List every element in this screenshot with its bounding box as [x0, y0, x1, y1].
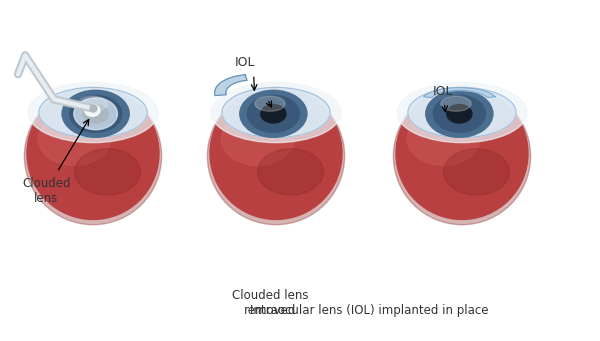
Ellipse shape [208, 87, 344, 225]
Ellipse shape [70, 95, 122, 132]
Ellipse shape [62, 90, 129, 137]
Ellipse shape [210, 87, 342, 220]
Ellipse shape [83, 105, 108, 123]
Ellipse shape [426, 90, 493, 137]
Ellipse shape [77, 96, 107, 111]
Ellipse shape [211, 83, 341, 143]
Ellipse shape [27, 87, 159, 220]
Ellipse shape [38, 113, 111, 165]
Ellipse shape [408, 87, 516, 138]
Ellipse shape [433, 95, 485, 132]
Ellipse shape [407, 113, 480, 165]
Ellipse shape [74, 98, 118, 130]
Ellipse shape [443, 149, 509, 195]
Text: Intraocular lens (IOL) implanted in place: Intraocular lens (IOL) implanted in plac… [250, 304, 488, 317]
Ellipse shape [394, 87, 530, 225]
Ellipse shape [257, 149, 323, 195]
Ellipse shape [261, 105, 286, 123]
Text: Clouded lens
removed: Clouded lens removed [232, 289, 308, 317]
Ellipse shape [221, 113, 294, 165]
Ellipse shape [447, 105, 472, 123]
Ellipse shape [255, 96, 285, 111]
Ellipse shape [240, 90, 307, 137]
Polygon shape [215, 75, 247, 95]
Ellipse shape [39, 87, 147, 138]
Text: IOL: IOL [432, 85, 453, 98]
Ellipse shape [28, 83, 158, 143]
Ellipse shape [25, 87, 161, 225]
Text: Clouded
lens: Clouded lens [22, 177, 70, 205]
Ellipse shape [74, 149, 140, 195]
Ellipse shape [85, 105, 100, 116]
Polygon shape [424, 88, 495, 98]
Ellipse shape [396, 87, 528, 220]
Ellipse shape [222, 87, 330, 138]
Text: IOL: IOL [235, 56, 255, 69]
Ellipse shape [441, 96, 471, 111]
Ellipse shape [397, 83, 527, 143]
Ellipse shape [247, 95, 299, 132]
